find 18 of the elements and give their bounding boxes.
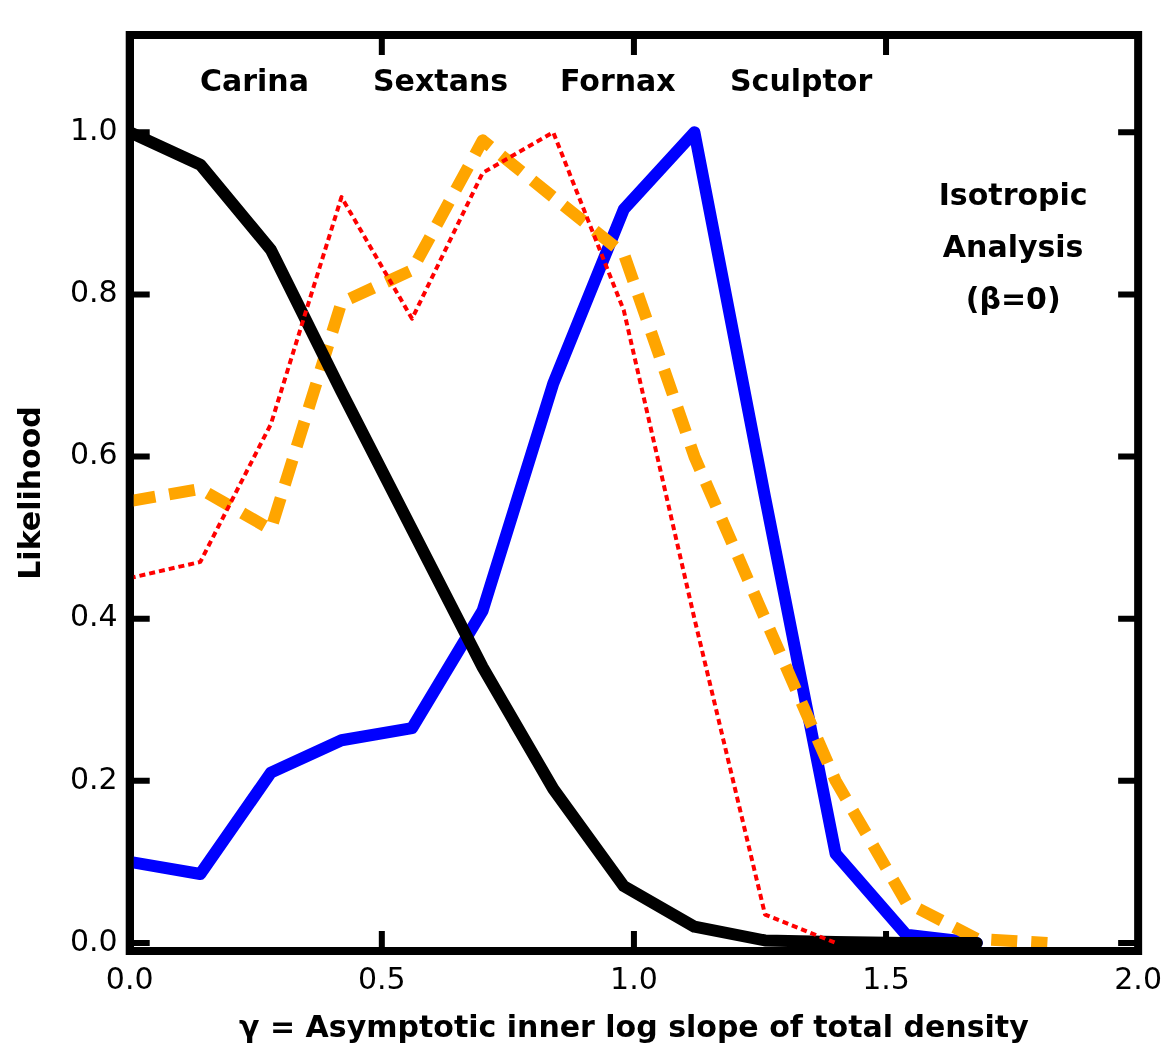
x-axis-title: γ = Asymptotic inner log slope of total density <box>239 1008 1030 1044</box>
x-tick-label: 0.0 <box>105 960 154 996</box>
annotation: Carina <box>200 62 309 98</box>
x-tick-label: 1.0 <box>610 960 658 996</box>
x-tick-label: 1.5 <box>862 960 910 996</box>
x-tick-label: 2.0 <box>1114 960 1162 996</box>
y-tick-label: 0.8 <box>69 274 118 310</box>
y-tick-label: 0.0 <box>69 922 118 958</box>
annotation: Isotropic Analysis (β=0) <box>938 176 1088 316</box>
annotation: Sextans <box>373 62 509 98</box>
annotation: Fornax <box>560 62 676 98</box>
y-axis-title: Likelihood <box>11 406 47 580</box>
annotation: Sculptor <box>730 62 873 98</box>
y-tick-label: 0.2 <box>69 760 118 796</box>
y-tick-label: 0.4 <box>69 598 118 634</box>
x-tick-label: 0.5 <box>357 960 406 996</box>
y-tick-label: 0.6 <box>69 436 118 472</box>
y-tick-label: 1.0 <box>69 112 118 148</box>
